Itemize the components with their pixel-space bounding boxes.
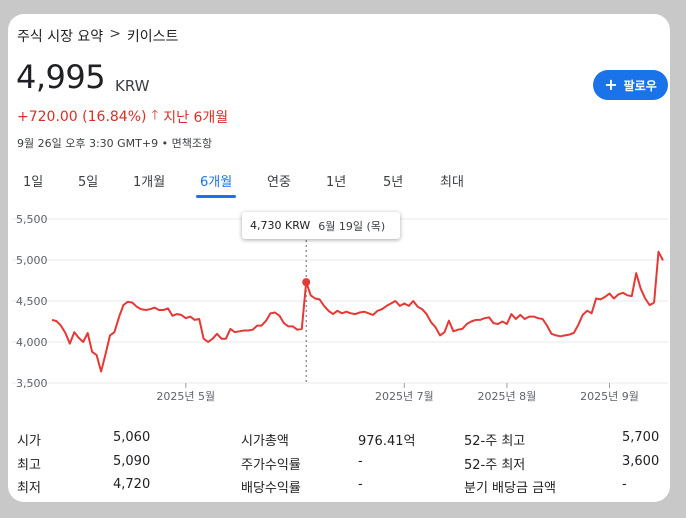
stock-summary-card: 주식 시장 요약 > 키이스트 4,995 KRW +720.00 (16.84… [8,14,670,502]
time-range-tabs: 1일 5일 1개월 6개월 연중 1년 5년 최대 [8,171,670,198]
stat-value: 4,720 [113,477,151,492]
chart-tooltip: 4,730 KRW 6월 19일 (목) [242,212,400,239]
price-change-period: 지난 6개월 [163,110,229,126]
tab-5d[interactable]: 5일 [78,175,99,190]
stat-label: 52-주 최저 [464,458,526,473]
tab-1y[interactable]: 1년 [326,175,347,190]
stat-value: - [622,477,627,492]
stat-value: 5,700 [622,430,660,445]
y-tick-label: 5,000 [16,254,48,267]
stat-label: 배당수익률 [241,481,301,496]
tooltip-value: 4,730 KRW [250,219,311,232]
quote-timestamp: 9월 26일 오후 3:30 GMT+9 • 면책조항 [17,137,213,150]
tab-6m[interactable]: 6개월 [195,171,237,198]
currency-label: KRW [115,77,150,95]
y-tick-label: 5,500 [16,213,48,226]
tab-5y[interactable]: 5년 [383,175,404,190]
follow-button[interactable]: + 팔로우 [593,70,668,100]
tooltip-date: 6월 19일 (목) [318,219,386,233]
tab-ytd[interactable]: 연중 [267,175,291,190]
breadcrumb-separator: > [109,26,121,42]
x-tick-label: 2025년 8월 [478,390,537,403]
y-tick-label: 4,000 [16,336,48,349]
breadcrumb-current: 키이스트 [126,29,179,45]
stat-label: 최저 [17,481,41,496]
plus-icon: + [604,74,618,94]
price-change-value: +720.00 (16.84%) [17,109,147,125]
follow-button-label: 팔로우 [623,78,657,93]
y-tick-label: 4,500 [16,295,48,308]
price-series-line [51,250,664,373]
stat-label: 시가 [17,434,41,449]
x-tick-label: 2025년 5월 [156,390,215,403]
stat-value: 5,090 [113,454,151,469]
stat-value: 5,060 [113,430,151,445]
current-price: 4,995 [16,58,106,96]
tab-1m[interactable]: 1개월 [133,175,166,190]
y-tick-label: 3,500 [16,377,48,390]
stat-label: 분기 배당금 금액 [464,481,556,496]
stat-value: 976.41억 [358,434,416,449]
tab-max[interactable]: 최대 [440,175,464,190]
highlight-point [302,278,311,287]
x-tick-label: 2025년 7월 [375,390,434,403]
x-tick-label: 2025년 9월 [580,390,639,403]
price-change: +720.00 (16.84%) 🡑 지난 6개월 [17,106,228,128]
stat-label: 최고 [17,458,41,473]
tab-1d[interactable]: 1일 [23,175,44,190]
stat-label: 52-주 최고 [464,434,526,449]
arrow-up-icon: 🡑 [151,108,159,123]
breadcrumb: 주식 시장 요약 > 키이스트 [17,26,178,46]
stat-label: 주가수익률 [241,458,301,473]
stat-label: 시가총액 [241,434,289,449]
stat-value: 3,600 [622,454,660,469]
breadcrumb-parent-link[interactable]: 주식 시장 요약 [17,29,104,45]
stat-value: - [358,477,363,492]
stat-value: - [358,454,363,469]
